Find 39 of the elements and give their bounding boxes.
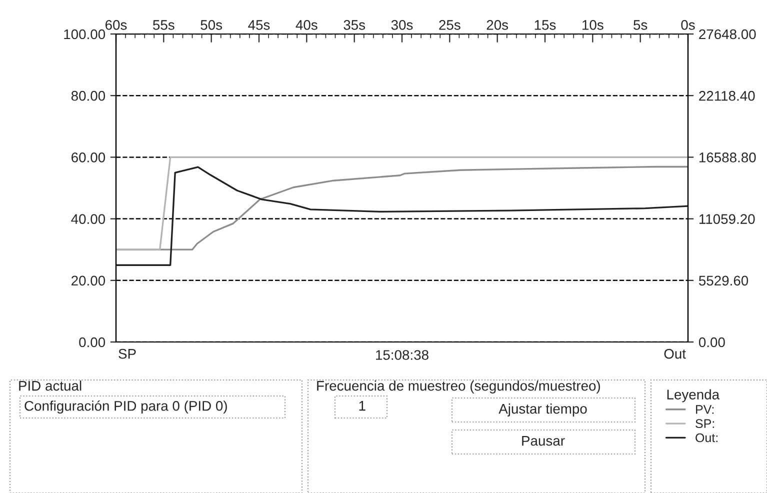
x-axis-title: 15:08:38 — [376, 350, 428, 360]
text: SP — [118, 348, 136, 359]
x-tick-label: 35s — [344, 20, 366, 30]
text: 1 — [359, 401, 366, 411]
x-tick-label: 30s — [391, 20, 413, 30]
x-tick-label: 5s — [634, 20, 648, 30]
legend-label: Out: — [696, 433, 718, 442]
y-tick-label: 20.00 — [72, 276, 106, 286]
x-tick-label: 45s — [248, 20, 270, 30]
x-tick-label: 0s — [681, 20, 695, 30]
y2-tick-label: 22118.40 — [699, 90, 755, 101]
x-tick-label: 15s — [534, 20, 556, 30]
legend-label: SP: — [696, 419, 714, 428]
text: Pausar — [522, 436, 565, 446]
y2-tick-label: 27648.00 — [699, 29, 756, 40]
y2-tick-label: 0.00 — [698, 337, 725, 348]
y2-tick-label: 16588.80 — [699, 152, 756, 162]
y-tick-label: 60.00 — [72, 152, 106, 162]
legend-title: Leyenda — [667, 389, 720, 402]
y-tick-label: 40.00 — [71, 214, 106, 224]
y-tick-label: 0.00 — [79, 337, 106, 348]
text: Ajustar tiempo — [498, 404, 587, 416]
x-tick-label: 25s — [439, 20, 460, 30]
x-tick-label: 60s — [106, 20, 127, 30]
x-tick-label: 50s — [200, 20, 222, 30]
text: Out — [664, 348, 686, 359]
y2-tick-label: 5529.60 — [698, 276, 748, 286]
text: PID actual — [19, 380, 82, 391]
y-tick-label: 80.00 — [71, 90, 106, 101]
x-tick-label: 40s — [296, 20, 318, 30]
text: Frecuencia de muestreo (segundos/muestreo) — [317, 380, 600, 394]
line-series — [116, 166, 688, 266]
x-tick-label: 10s — [582, 20, 604, 30]
x-tick-label: 55s — [153, 20, 174, 30]
legend-label: PV: — [696, 405, 714, 414]
y-tick-label: 100.00 — [64, 29, 106, 40]
y2-tick-label: 11059.20 — [699, 214, 755, 224]
text: Configuración PID para 0 (PID 0) — [24, 400, 227, 414]
x-tick-label: 20s — [486, 20, 508, 30]
